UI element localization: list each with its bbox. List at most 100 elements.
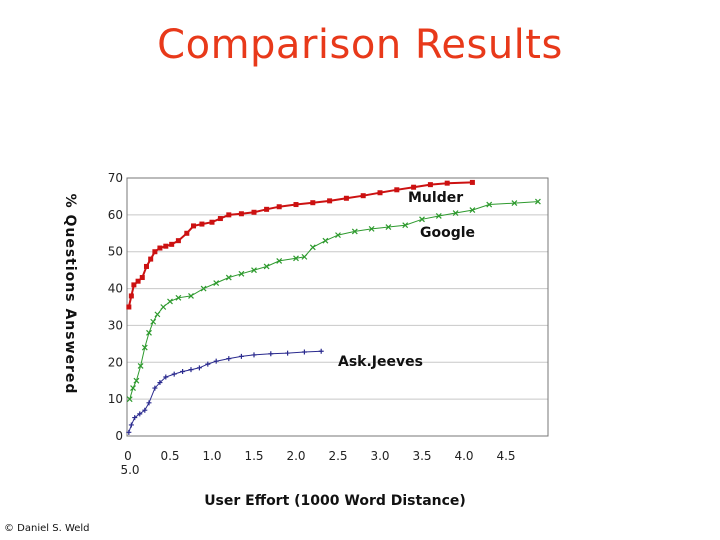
- data-point: [276, 258, 283, 264]
- data-point: [377, 190, 383, 196]
- data-point: [141, 344, 148, 351]
- x-tick-label: 2.5: [328, 449, 347, 463]
- y-tick-label: 10: [108, 392, 123, 406]
- y-tick-label: 30: [108, 318, 123, 332]
- data-point: [175, 294, 182, 301]
- x-tick-label: 4.0: [454, 449, 473, 463]
- x-tick-label: 3.0: [370, 449, 389, 463]
- data-point: [205, 361, 211, 367]
- data-point: [126, 396, 133, 403]
- data-point: [184, 230, 190, 236]
- data-point: [133, 377, 140, 384]
- data-point: [251, 352, 257, 358]
- data-point: [251, 267, 257, 274]
- x-tick-label: 1.5: [244, 449, 263, 463]
- data-point: [225, 274, 232, 281]
- x-tick-label: 0.5: [160, 449, 179, 463]
- data-point: [191, 223, 197, 229]
- data-point: [335, 232, 341, 239]
- data-point: [238, 211, 244, 217]
- data-point: [411, 184, 417, 190]
- data-point: [137, 363, 144, 369]
- data-point: [343, 195, 349, 201]
- y-tick-label: 20: [108, 355, 123, 369]
- series-label: Ask.Jeeves: [338, 354, 423, 370]
- y-tick-label: 60: [108, 208, 123, 222]
- data-point: [200, 285, 207, 292]
- data-point: [132, 415, 138, 421]
- data-point: [293, 202, 299, 208]
- data-point: [137, 411, 143, 417]
- data-point: [146, 400, 152, 406]
- data-point: [226, 212, 232, 218]
- data-point: [263, 263, 270, 270]
- series-mulder: [126, 179, 475, 310]
- data-point: [394, 187, 400, 193]
- data-point: [226, 356, 232, 362]
- data-point: [360, 193, 366, 199]
- data-point: [486, 201, 493, 208]
- axis-ticks: 0 10 20 30 40 50 60 70 0 0.5 1.0 1.5 2.0 2.5 3.0 3.5 4.0…: [108, 171, 516, 477]
- data-point: [419, 216, 425, 223]
- data-point: [146, 329, 152, 336]
- x-tick-label: 3.5: [412, 449, 431, 463]
- data-point: [157, 380, 163, 386]
- series-labels: Mulder Google Ask.Jeeves: [338, 190, 475, 370]
- data-point: [150, 318, 157, 325]
- data-point: [293, 255, 299, 262]
- data-point: [128, 293, 134, 299]
- data-point: [309, 244, 316, 251]
- y-tick-label: 70: [108, 171, 123, 185]
- slide-title: Comparison Results: [157, 22, 563, 68]
- series-layer: [126, 179, 541, 435]
- series-google: [126, 198, 541, 403]
- y-tick-label: 50: [108, 245, 123, 259]
- chart-grid: [127, 214, 548, 400]
- series-label: Google: [420, 225, 475, 241]
- data-point: [238, 353, 244, 359]
- data-point: [163, 243, 169, 249]
- data-point: [167, 298, 173, 305]
- data-point: [169, 241, 175, 247]
- data-point: [160, 304, 167, 310]
- data-point: [130, 385, 136, 392]
- data-point: [534, 198, 541, 205]
- data-point: [139, 275, 145, 281]
- data-point: [301, 349, 307, 355]
- data-point: [435, 213, 442, 219]
- data-point: [301, 253, 308, 260]
- data-point: [368, 225, 375, 232]
- series-label: Mulder: [408, 190, 463, 206]
- data-point: [152, 249, 158, 255]
- data-point: [444, 180, 450, 186]
- y-tick-label: 40: [108, 282, 123, 296]
- data-point: [318, 348, 324, 354]
- data-point: [469, 207, 476, 213]
- data-point: [148, 256, 154, 262]
- data-point: [126, 304, 132, 310]
- data-point: [163, 374, 169, 380]
- data-point: [142, 407, 148, 413]
- data-point: [238, 270, 245, 277]
- x-tick-label: 4.5: [496, 449, 515, 463]
- data-point: [217, 216, 223, 222]
- data-point: [310, 200, 316, 206]
- data-point: [213, 358, 219, 364]
- data-point: [402, 222, 409, 229]
- plot-frame: [126, 177, 549, 437]
- copyright-footer: © Daniel S. Weld: [4, 523, 90, 534]
- data-point: [196, 365, 202, 371]
- data-point: [135, 278, 141, 284]
- data-point: [452, 210, 459, 216]
- series-line: [128, 350, 322, 433]
- series-ask-jeeves: [126, 348, 324, 435]
- data-point: [199, 221, 205, 227]
- y-tick-label: 0: [115, 429, 123, 443]
- data-point: [188, 367, 194, 373]
- data-point: [128, 422, 134, 428]
- x-tick-label: 0: [124, 449, 132, 463]
- x-tick-label: 5.0: [120, 463, 139, 477]
- data-point: [511, 200, 518, 206]
- data-point: [351, 228, 358, 235]
